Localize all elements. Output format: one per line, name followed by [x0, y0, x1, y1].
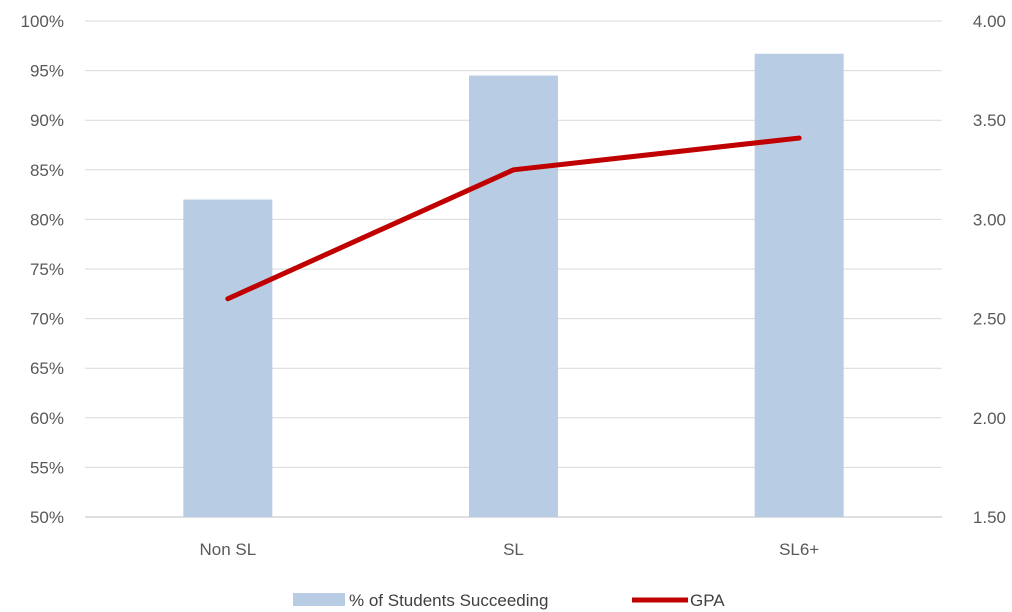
left-tick-label: 80% — [30, 210, 64, 229]
left-tick-label: 70% — [30, 310, 64, 329]
right-tick-label: 2.00 — [973, 409, 1006, 428]
right-tick-label: 3.50 — [973, 111, 1006, 130]
legend: % of Students Succeeding GPA — [293, 591, 725, 610]
left-tick-label: 95% — [30, 62, 64, 81]
bar-sl — [469, 75, 558, 517]
legend-swatch-bars — [293, 593, 345, 606]
left-tick-label: 100% — [21, 12, 64, 31]
category-label: SL6+ — [779, 540, 819, 559]
left-tick-label: 75% — [30, 260, 64, 279]
right-tick-label: 3.00 — [973, 210, 1006, 229]
bar-series — [183, 53, 844, 518]
x-axis: Non SL SL SL6+ — [199, 540, 819, 559]
left-tick-label: 65% — [30, 359, 64, 378]
bar-sl6- — [754, 53, 844, 518]
category-label: Non SL — [199, 540, 256, 559]
bar-non-sl — [183, 199, 273, 517]
right-tick-label: 1.50 — [973, 508, 1006, 527]
category-label: SL — [503, 540, 524, 559]
left-y-axis: 50% 55% 60% 65% 70% 75% 80% 85% 90% 95% 100% — [21, 12, 64, 527]
right-y-axis: 1.50 2.00 2.50 3.00 3.50 4.00 — [973, 12, 1006, 527]
left-tick-label: 50% — [30, 508, 64, 527]
right-tick-label: 4.00 — [973, 12, 1006, 31]
right-tick-label: 2.50 — [973, 310, 1006, 329]
legend-label-bars: % of Students Succeeding — [349, 591, 548, 610]
left-tick-label: 55% — [30, 458, 64, 477]
left-tick-label: 85% — [30, 161, 64, 180]
left-tick-label: 90% — [30, 111, 64, 130]
line-series — [225, 135, 802, 302]
left-tick-label: 60% — [30, 409, 64, 428]
legend-label-line: GPA — [690, 591, 725, 610]
